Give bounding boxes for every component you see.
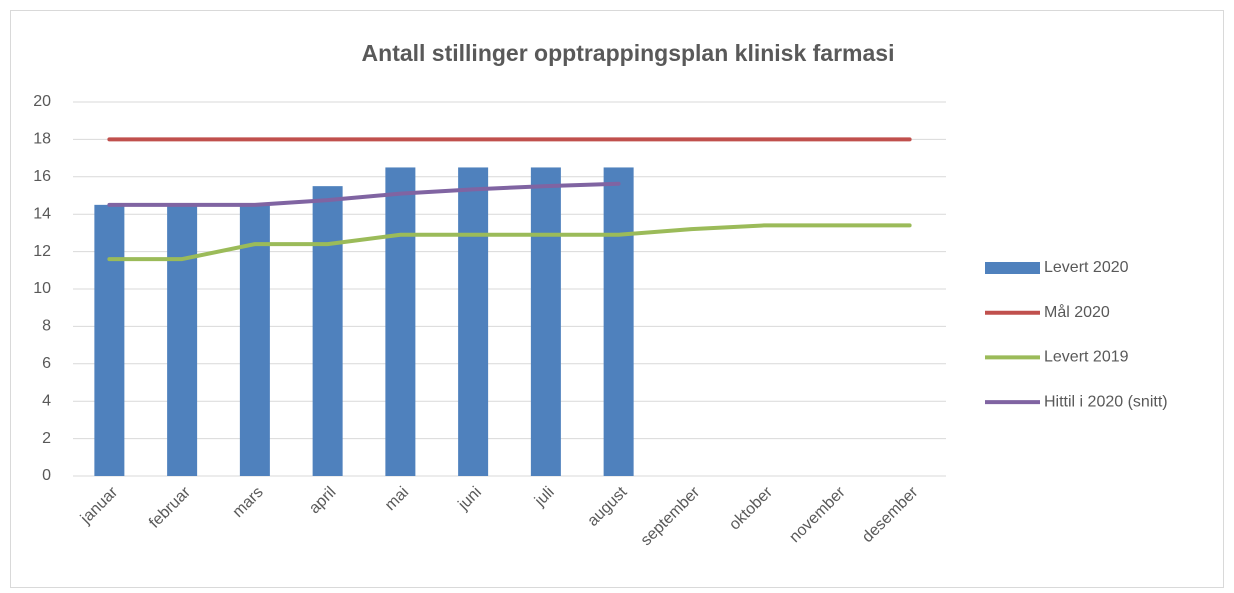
bar: [385, 167, 416, 476]
bar: [239, 204, 270, 476]
y-tick-label: 18: [33, 131, 51, 148]
legend-label: Levert 2020: [1044, 259, 1129, 276]
y-tick-label: 16: [33, 168, 51, 185]
bar: [312, 186, 343, 476]
legend-label: Hittil i 2020 (snitt): [1044, 393, 1168, 410]
legend-label: Mål 2020: [1044, 303, 1110, 321]
y-tick-label: 0: [42, 467, 51, 484]
legend-label: Levert 2019: [1044, 349, 1129, 366]
bar: [458, 167, 489, 476]
bar: [603, 167, 634, 476]
y-tick-label: 6: [42, 355, 51, 372]
bar: [94, 204, 125, 476]
y-tick-label: 8: [42, 318, 51, 335]
bar: [167, 204, 198, 476]
y-tick-label: 12: [33, 243, 51, 260]
y-tick-label: 2: [42, 430, 51, 447]
chart-title: Antall stillinger opptrappingsplan klini…: [362, 40, 895, 66]
y-tick-label: 14: [33, 205, 51, 222]
y-tick-label: 20: [33, 93, 51, 110]
y-tick-label: 10: [33, 280, 51, 297]
legend-swatch: [985, 262, 1040, 274]
bar: [530, 167, 561, 476]
line: [107, 223, 912, 262]
line: [107, 181, 621, 207]
y-tick-label: 4: [42, 392, 51, 409]
